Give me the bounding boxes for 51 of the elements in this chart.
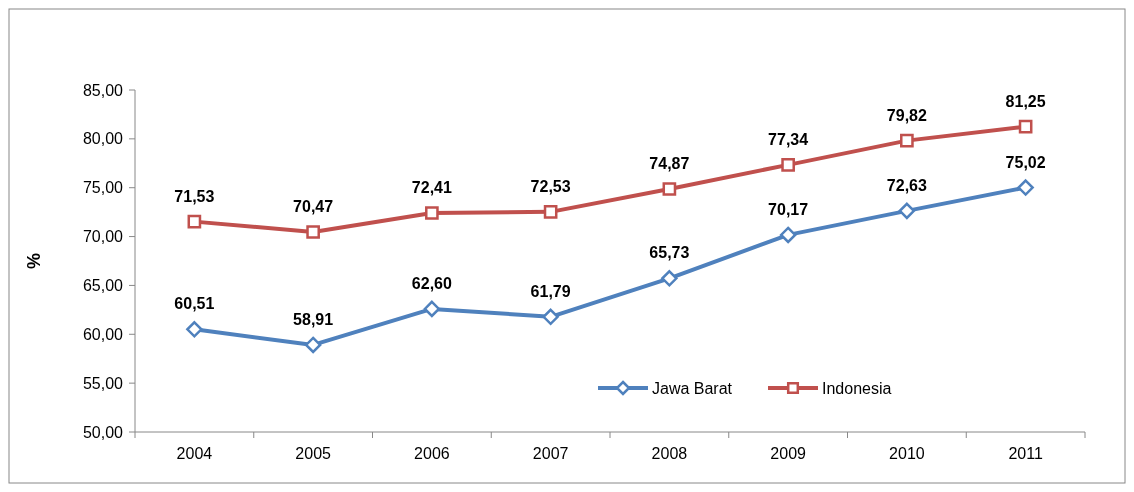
data-label: 65,73 [649, 244, 690, 262]
legend-label: Indonesia [822, 379, 892, 397]
point [306, 225, 320, 239]
point [1017, 179, 1034, 196]
data-label: 60,51 [174, 295, 215, 313]
y-axis-title: % [24, 252, 44, 270]
x-tick-label: 2009 [770, 445, 807, 462]
x-tick-label: 2010 [889, 445, 925, 462]
y-tick-label: 50,00 [82, 423, 124, 441]
data-label: 72,63 [886, 176, 927, 194]
x-tick-label: 2004 [176, 445, 213, 462]
point [423, 300, 441, 318]
point [543, 205, 558, 219]
point [1018, 119, 1033, 134]
point [898, 202, 916, 220]
point [304, 336, 322, 354]
x-tick-label: 2007 [532, 445, 569, 462]
data-label: 79,82 [886, 106, 927, 124]
y-tick-label: 75,00 [82, 179, 124, 197]
point [542, 308, 559, 326]
data-label: 58,91 [293, 310, 334, 328]
data-label: 62,60 [411, 274, 452, 292]
point [425, 206, 439, 220]
y-tick-label: 60,00 [82, 325, 124, 343]
data-label: 70,47 [293, 197, 334, 215]
legend-label: Jawa Barat [652, 379, 733, 397]
x-tick-label: 2011 [1008, 445, 1043, 462]
data-label: 61,79 [530, 282, 571, 300]
point [779, 226, 797, 244]
point [186, 321, 203, 338]
y-tick-label: 80,00 [82, 130, 124, 148]
point [781, 158, 795, 172]
point [661, 270, 678, 287]
data-label: 71,53 [174, 187, 215, 205]
y-tick-label: 65,00 [82, 277, 124, 295]
y-tick-label: 70,00 [82, 228, 124, 246]
data-label: 75,02 [1005, 153, 1046, 171]
point [187, 214, 202, 229]
x-tick-label: 2005 [295, 445, 332, 462]
y-tick-label: 55,00 [82, 374, 124, 392]
data-label: 81,25 [1005, 92, 1046, 110]
data-label: 74,87 [649, 154, 690, 172]
y-tick-label: 85,00 [82, 81, 124, 99]
data-label: 77,34 [768, 130, 809, 148]
x-tick-label: 2006 [414, 445, 450, 462]
point [662, 182, 677, 196]
x-tick-label: 2008 [651, 445, 688, 462]
point [900, 133, 914, 148]
data-label: 70,17 [768, 200, 809, 218]
data-label: 72,53 [530, 177, 571, 195]
data-label: 72,41 [411, 179, 452, 197]
